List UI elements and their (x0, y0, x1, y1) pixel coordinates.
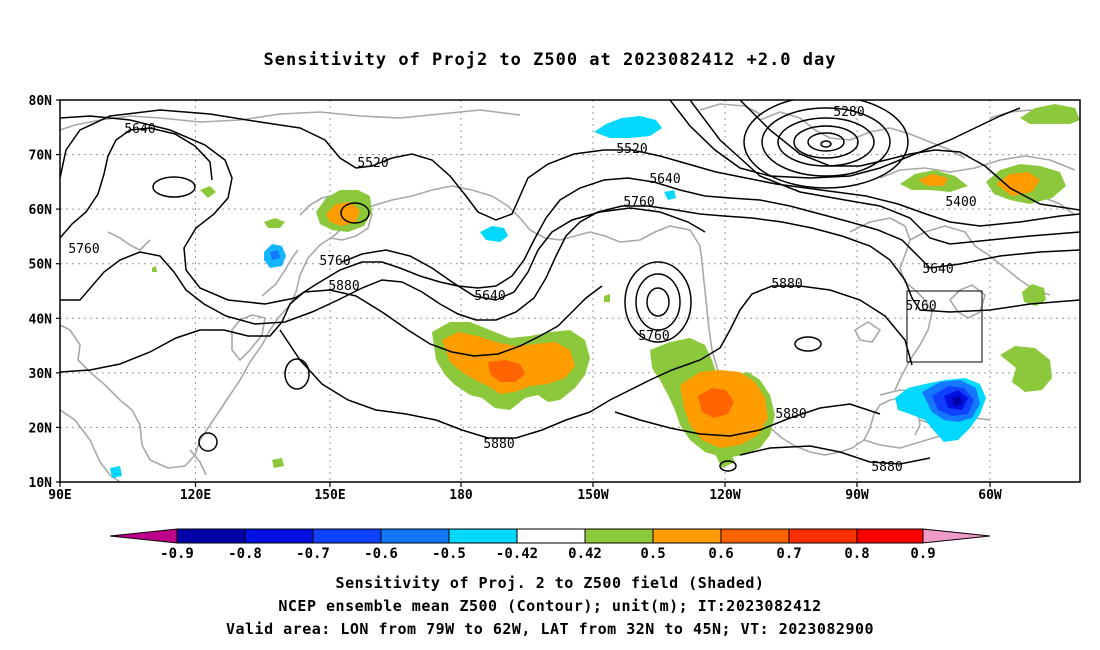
colorbar-label: -0.6 (364, 546, 398, 562)
lon-tick-label: 60W (978, 488, 1002, 503)
colorbar-label: -0.7 (296, 546, 330, 562)
valid-area-box (906, 290, 983, 363)
contour-label: 5880 (771, 277, 802, 292)
contour-label: 5400 (945, 195, 976, 210)
lat-tick-label: 50N (29, 258, 53, 273)
colorbar-lower-extend (109, 528, 178, 544)
colorbar-segment (448, 528, 518, 544)
contour-label: 5520 (357, 156, 388, 171)
contour-labels: 5640 5520 5280 5520 5640 5760 5400 5760 … (68, 105, 976, 475)
lat-tick-label: 80N (29, 94, 53, 109)
colorbar-segment (584, 528, 654, 544)
colorbar-label: 0.5 (640, 546, 665, 562)
caption-line-2: NCEP ensemble mean Z500 (Contour); unit(… (278, 597, 822, 615)
contour-label: 5880 (328, 279, 359, 294)
plot-title: Sensitivity of Proj2 to Z500 at 20230824… (263, 50, 837, 70)
colorbar-label: 0.42 (568, 546, 602, 562)
colorbar-segment (516, 528, 586, 544)
map-frame (59, 99, 1081, 483)
contour-label: 5280 (833, 105, 864, 120)
lat-tick-label: 40N (29, 312, 53, 327)
contour-label: 5880 (483, 437, 514, 452)
caption-line-3: Valid area: LON from 79W to 62W, LAT fro… (225, 620, 875, 638)
lat-tick-label: 30N (29, 367, 53, 382)
colorbar: -0.9 -0.8 -0.7 -0.6 -0.5 -0.42 0.42 0.5 … (109, 528, 991, 562)
z500-contours (60, 100, 1080, 472)
colorbar-label: 0.6 (708, 546, 733, 562)
lon-tick-label: 120E (180, 488, 211, 503)
colorbar-segment (176, 528, 246, 544)
contour-label: 5760 (905, 299, 936, 314)
contour-label: 5640 (474, 289, 505, 304)
contour-label: 5760 (68, 242, 99, 257)
colorbar-label: -0.42 (496, 546, 538, 562)
lat-tick-label: 60N (29, 203, 53, 218)
grid-lines (60, 100, 1080, 482)
colorbar-segment (856, 528, 924, 544)
caption-line-1: Sensitivity of Proj. 2 to Z500 field (Sh… (335, 574, 765, 592)
sensitivity-shading (110, 104, 1080, 478)
colorbar-segment (788, 528, 858, 544)
contour-label: 5760 (319, 254, 350, 269)
contour-label: 5880 (871, 460, 902, 475)
colorbar-label: 0.7 (776, 546, 801, 562)
lon-axis: 90E 120E 150E 180 150W 120W 90W 60W (48, 482, 1002, 503)
contour-label: 5880 (775, 407, 806, 422)
colorbar-label: 0.9 (910, 546, 935, 562)
lon-tick-label: 120W (709, 488, 740, 503)
colorbar-segment (380, 528, 450, 544)
contour-label: 5760 (638, 329, 669, 344)
lon-tick-label: 150W (577, 488, 608, 503)
colorbar-segment (312, 528, 382, 544)
lon-tick-label: 90E (48, 488, 71, 503)
colorbar-label: -0.5 (432, 546, 466, 562)
colorbar-segment (244, 528, 314, 544)
colorbar-label: 0.8 (844, 546, 869, 562)
lon-tick-label: 180 (449, 488, 473, 503)
colorbar-label: -0.8 (228, 546, 262, 562)
lat-axis: 80N 70N 60N 50N 40N 30N 20N 10N (29, 94, 60, 491)
contour-label: 5640 (124, 122, 155, 137)
colorbar-label: -0.9 (160, 546, 194, 562)
contour-label: 5760 (623, 195, 654, 210)
contour-label: 5640 (922, 262, 953, 277)
lat-tick-label: 20N (29, 421, 53, 436)
contour-label: 5640 (649, 172, 680, 187)
contour-label: 5520 (616, 142, 647, 157)
lon-tick-label: 150E (314, 488, 345, 503)
lat-tick-label: 70N (29, 149, 53, 164)
colorbar-segment (720, 528, 790, 544)
lat-tick-label: 10N (29, 476, 53, 491)
colorbar-upper-extend (922, 528, 991, 544)
lon-tick-label: 90W (845, 488, 869, 503)
colorbar-segment (652, 528, 722, 544)
